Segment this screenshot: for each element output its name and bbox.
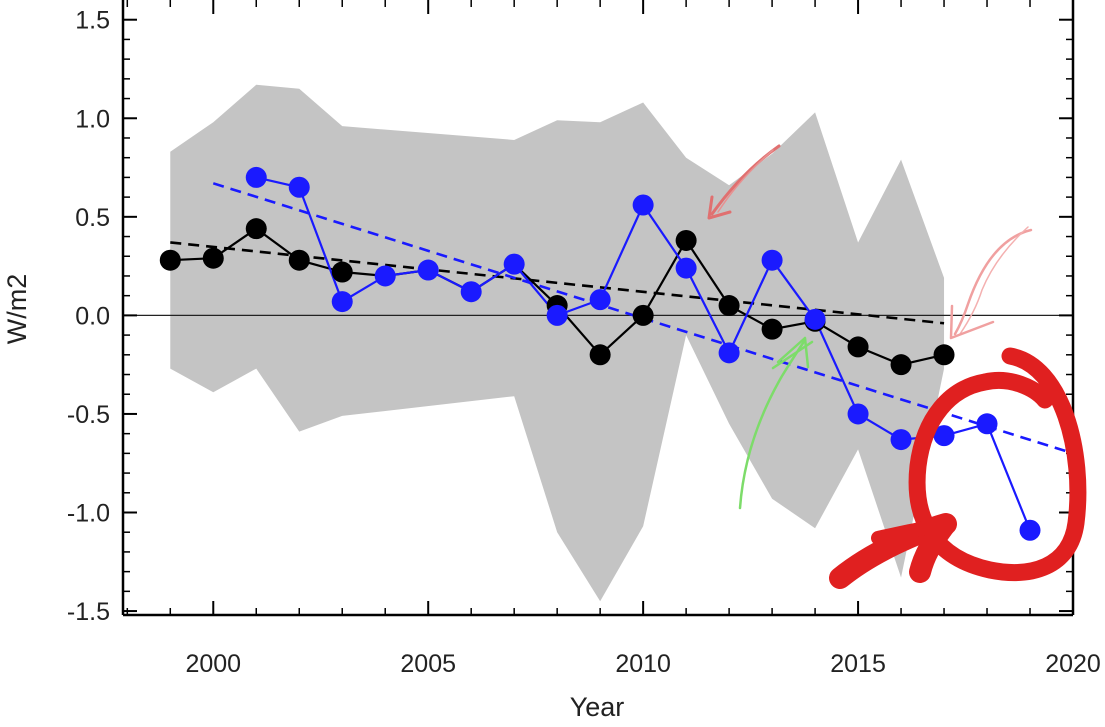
data-point-series-1 bbox=[245, 218, 267, 240]
data-point-series-1 bbox=[331, 261, 353, 283]
green-arrow-annotation bbox=[738, 336, 814, 510]
data-point-series-2 bbox=[331, 291, 353, 313]
x-axis-title: Year bbox=[570, 692, 625, 722]
data-point-series-2 bbox=[503, 253, 525, 275]
data-point-series-1 bbox=[589, 344, 611, 366]
data-point-series-1 bbox=[718, 295, 740, 317]
x-tick-label: 2000 bbox=[185, 650, 241, 678]
data-point-series-1 bbox=[675, 229, 697, 251]
data-point-series-2 bbox=[632, 194, 654, 216]
data-point-series-2 bbox=[374, 265, 396, 287]
data-point-series-1 bbox=[890, 354, 912, 376]
data-point-series-2 bbox=[847, 403, 869, 425]
y-tick-label: 0.0 bbox=[75, 302, 110, 330]
red-arrow-annotation bbox=[707, 144, 781, 220]
x-tick-label: 2020 bbox=[1045, 650, 1101, 678]
data-point-series-2 bbox=[546, 304, 568, 326]
annotations bbox=[707, 144, 1087, 589]
data-point-series-2 bbox=[589, 289, 611, 311]
data-point-series-1 bbox=[202, 247, 224, 269]
data-point-series-1 bbox=[847, 336, 869, 358]
data-point-series-2 bbox=[890, 429, 912, 451]
data-point-series-1 bbox=[288, 249, 310, 271]
data-point-series-2 bbox=[718, 342, 740, 364]
y-tick-label: 0.5 bbox=[75, 204, 110, 232]
uncertainty-band bbox=[170, 84, 945, 602]
y-tick-label: 1.0 bbox=[75, 105, 110, 133]
data-point-series-1 bbox=[632, 304, 654, 326]
red-circle-annotation bbox=[829, 347, 1087, 589]
data-point-series-1 bbox=[159, 249, 181, 271]
data-point-series-2 bbox=[675, 257, 697, 279]
data-point-series-2 bbox=[288, 176, 310, 198]
pink-arrow-annotation bbox=[949, 226, 1033, 340]
x-tick-label: 2010 bbox=[615, 650, 671, 678]
data-point-series-2 bbox=[460, 281, 482, 303]
y-axis-title: W/m2 bbox=[2, 274, 32, 345]
x-tick-label: 2005 bbox=[400, 650, 456, 678]
data-point-series-1 bbox=[933, 344, 955, 366]
x-tick-label: 2015 bbox=[830, 650, 886, 678]
data-point-series-2 bbox=[976, 413, 998, 435]
data-point-series-2 bbox=[1019, 519, 1041, 541]
y-tick-label: 1.5 bbox=[75, 7, 110, 35]
y-tick-label: -0.5 bbox=[67, 401, 110, 429]
y-tick-label: -1.0 bbox=[67, 500, 110, 528]
data-point-series-2 bbox=[804, 308, 826, 330]
data-point-series-2 bbox=[417, 259, 439, 281]
data-point-series-1 bbox=[761, 318, 783, 340]
data-point-series-2 bbox=[761, 249, 783, 271]
data-point-series-2 bbox=[933, 425, 955, 447]
data-point-series-2 bbox=[245, 166, 267, 188]
y-tick-label: -1.5 bbox=[67, 598, 110, 626]
